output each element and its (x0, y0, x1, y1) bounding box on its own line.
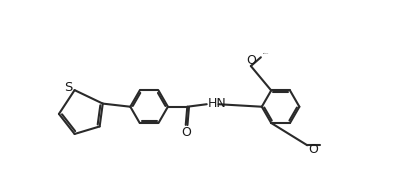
Text: HN: HN (208, 97, 227, 110)
Text: methoxy: methoxy (263, 52, 269, 53)
Text: O: O (308, 143, 318, 157)
Text: S: S (64, 80, 72, 93)
Text: O: O (246, 54, 256, 67)
Text: O: O (181, 126, 190, 139)
